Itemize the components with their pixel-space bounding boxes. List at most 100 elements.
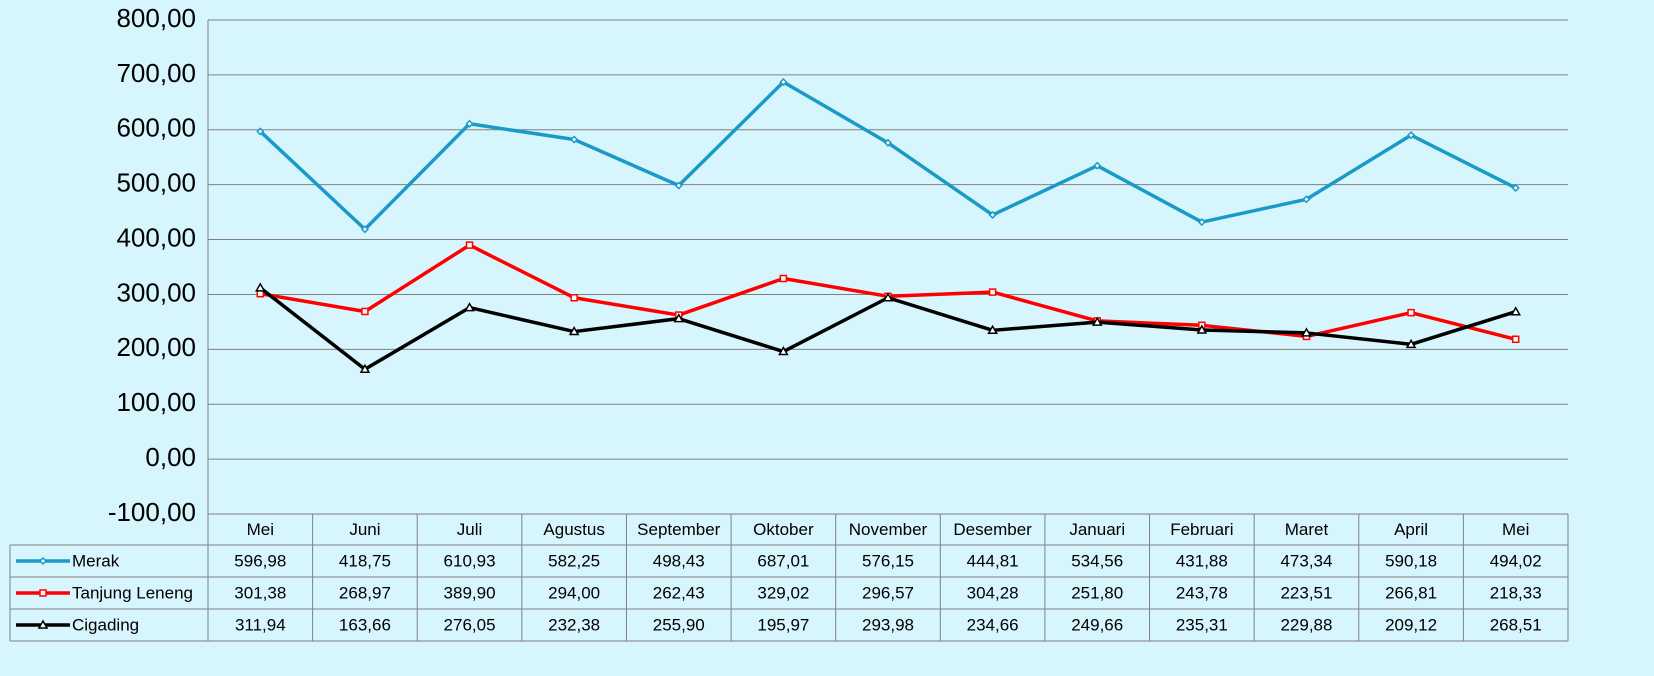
table-value: 494,02 (1490, 551, 1542, 570)
table-value: 582,25 (548, 551, 600, 570)
point-marker (1196, 324, 1208, 334)
point-marker (1407, 308, 1415, 317)
table-value: 235,31 (1176, 615, 1228, 634)
x-tick-label: Juli (457, 520, 483, 539)
point-marker (465, 119, 474, 128)
table-value: 251,80 (1071, 583, 1123, 602)
legend-marker (39, 589, 47, 597)
point-marker (256, 127, 265, 136)
series-line (260, 243, 1517, 341)
table-value: 243,78 (1176, 583, 1228, 602)
table-value: 234,66 (967, 615, 1019, 634)
x-tick-label: Oktober (753, 520, 814, 539)
point-marker (779, 274, 788, 283)
point-marker (465, 241, 474, 249)
x-tick-label: Januari (1069, 520, 1125, 539)
table-value: 223,51 (1280, 583, 1332, 602)
x-tick-label: Maret (1285, 520, 1329, 539)
x-tick-label: Februari (1170, 520, 1233, 539)
point-marker (361, 307, 369, 316)
x-tick-label: Agustus (543, 520, 604, 539)
legend-label: Cigading (72, 615, 139, 634)
x-tick-label: September (637, 520, 720, 539)
y-tick-label: 100,00 (116, 387, 196, 417)
table-value: 262,43 (653, 583, 705, 602)
table-value: 534,56 (1071, 551, 1123, 570)
x-tick-label: April (1394, 520, 1428, 539)
point-marker (1407, 131, 1416, 140)
table-value: 255,90 (653, 615, 705, 634)
table-value: 610,93 (444, 551, 496, 570)
point-marker (882, 292, 894, 302)
point-marker (1301, 327, 1312, 337)
y-tick-label: 0,00 (145, 442, 196, 472)
legend-label: Tanjung Leneng (72, 583, 193, 602)
table-value: 311,94 (235, 615, 286, 634)
table-value: 218,33 (1490, 583, 1542, 602)
y-tick-label: 300,00 (116, 277, 196, 307)
point-marker (883, 138, 893, 147)
point-marker (1197, 217, 1206, 227)
point-marker (987, 324, 998, 335)
x-tick-label: November (849, 520, 928, 539)
table-value: 329,02 (757, 583, 809, 602)
point-marker (570, 293, 578, 302)
y-tick-label: 700,00 (116, 58, 196, 88)
table-value: 249,66 (1071, 615, 1123, 634)
table-value: 596,98 (234, 551, 286, 570)
point-marker (1511, 183, 1520, 193)
point-marker (1510, 306, 1521, 316)
point-marker (674, 181, 683, 190)
x-tick-label: Juni (349, 520, 380, 539)
table-value: 209,12 (1385, 615, 1437, 634)
x-tick-label: Desember (953, 520, 1032, 539)
table-value: 431,88 (1176, 551, 1228, 570)
point-marker (1091, 316, 1103, 326)
table-value: 576,15 (862, 551, 914, 570)
table-value: 163,66 (339, 615, 391, 634)
point-marker (1511, 335, 1520, 344)
y-tick-label: 500,00 (116, 168, 196, 198)
point-marker (360, 225, 369, 234)
y-tick-label: -100,00 (108, 497, 196, 527)
table-value: 195,97 (757, 615, 809, 634)
table-value: 473,34 (1280, 551, 1332, 570)
point-marker (988, 288, 997, 296)
y-tick-label: 800,00 (116, 3, 196, 33)
x-tick-label: Mei (1502, 520, 1529, 539)
point-marker (778, 346, 789, 356)
point-marker (1302, 195, 1311, 204)
point-marker (255, 282, 266, 292)
y-tick-label: 400,00 (116, 222, 196, 252)
legend-marker (38, 556, 48, 566)
table-value: 232,38 (548, 615, 600, 634)
table-value: 389,90 (444, 583, 496, 602)
point-marker (570, 135, 579, 144)
table-value: 268,97 (339, 583, 391, 602)
table-value: 444,81 (967, 551, 1019, 570)
table-value: 304,28 (967, 583, 1019, 602)
table-value: 296,57 (862, 583, 914, 602)
table-value: 687,01 (757, 551, 809, 570)
table-value: 268,51 (1490, 615, 1542, 634)
point-marker (359, 363, 371, 374)
point-marker (464, 302, 475, 312)
table-value: 590,18 (1385, 551, 1437, 570)
y-tick-label: 600,00 (116, 113, 196, 143)
table-value: 294,00 (548, 583, 600, 602)
table-value: 498,43 (653, 551, 705, 570)
legend-marker (37, 619, 49, 629)
point-marker (1093, 161, 1102, 170)
point-marker (568, 326, 580, 336)
point-marker (1405, 338, 1417, 349)
point-marker (988, 210, 997, 220)
table-value: 229,88 (1280, 615, 1332, 634)
table-value: 293,98 (862, 615, 914, 634)
table-value: 266,81 (1385, 583, 1437, 602)
series-line (259, 80, 1517, 232)
legend-label: Merak (72, 551, 120, 570)
x-tick-label: Mei (247, 520, 274, 539)
point-marker (779, 77, 788, 87)
table-value: 418,75 (339, 551, 391, 570)
